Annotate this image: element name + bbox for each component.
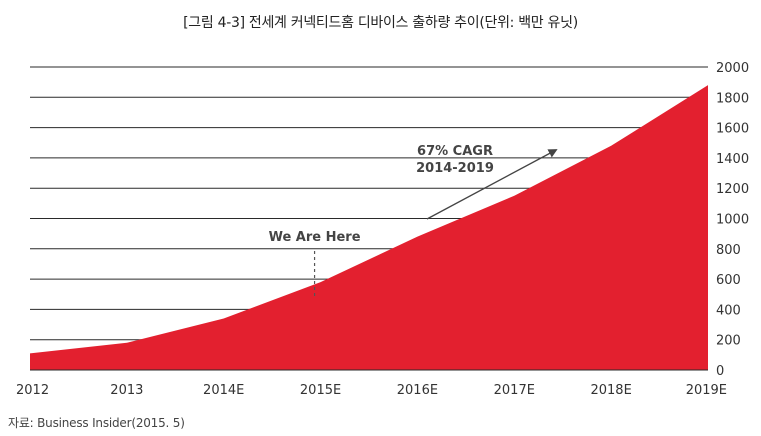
cagr-arrow <box>426 149 558 220</box>
x-tick-label: 2018E <box>590 383 631 398</box>
y-tick-label: 200 <box>716 334 741 349</box>
y-axis-ticks: 0 200 400 600 800 1000 1200 1400 1600 1800 2000 <box>716 61 749 379</box>
y-tick-label: 1200 <box>716 182 749 197</box>
y-tick-label: 0 <box>716 364 724 379</box>
x-tick-label: 2013 <box>110 383 143 398</box>
y-tick-label: 2000 <box>716 61 749 76</box>
we-are-here-label: We Are Here <box>269 230 361 245</box>
area-series <box>30 85 708 371</box>
x-tick-label: 2017E <box>494 383 535 398</box>
y-tick-label: 600 <box>716 273 741 288</box>
y-tick-label: 1800 <box>716 91 749 106</box>
y-tick-label: 1400 <box>716 152 749 167</box>
chart-title: [그림 4-3] 전세계 커넥티드홈 디바이스 출하량 추이(단위: 백만 유닛… <box>183 15 578 31</box>
y-tick-label: 1600 <box>716 122 749 137</box>
x-tick-label: 2014E <box>203 383 244 398</box>
x-tick-label: 2012 <box>16 383 49 398</box>
x-axis-ticks: 2012 2013 2014E 2015E 2016E 2017E 2018E 2019E <box>16 383 727 398</box>
cagr-period-label: 2014-2019 <box>416 161 494 176</box>
area-chart: 0 200 400 600 800 1000 1200 1400 1600 1800 2000 20… <box>16 61 749 398</box>
x-tick-label: 2015E <box>300 383 341 398</box>
x-tick-label: 2016E <box>397 383 438 398</box>
y-tick-label: 400 <box>716 303 741 318</box>
y-tick-label: 800 <box>716 243 741 258</box>
annotations: We Are Here 67% CAGR 2014-2019 <box>269 144 558 296</box>
x-tick-label: 2019E <box>686 383 727 398</box>
y-tick-label: 1000 <box>716 213 749 228</box>
cagr-label: 67% CAGR <box>417 144 493 159</box>
source-note: 자료: Business Insider(2015. 5) <box>8 416 185 430</box>
